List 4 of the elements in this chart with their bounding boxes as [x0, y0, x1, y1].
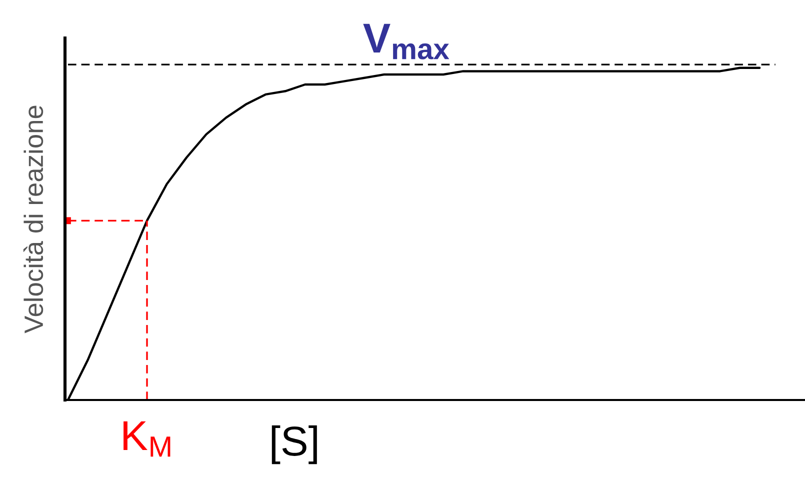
- y-axis-title: Velocità di reazione: [23, 106, 44, 334]
- annotation: K$_{M}$: [124, 421, 170, 457]
- ref-line-label: V$_{max}$: [363, 24, 450, 60]
- x-axis-title: [S]: [272, 425, 317, 464]
